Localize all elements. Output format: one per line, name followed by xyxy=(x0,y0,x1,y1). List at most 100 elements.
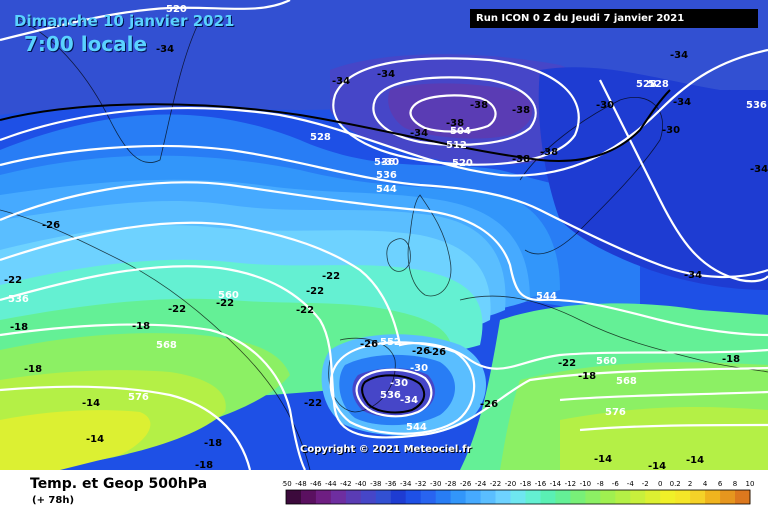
temp-field-east-cold xyxy=(538,67,768,291)
geop-label: 520 xyxy=(166,4,187,15)
legend-swatch xyxy=(330,490,347,504)
isohypse-576 xyxy=(0,385,252,470)
uk-coast xyxy=(407,194,452,297)
temp-label: -22 xyxy=(558,358,576,369)
legend-swatch xyxy=(570,490,586,504)
temp-label: -34 xyxy=(156,44,174,55)
legend-tick-label: -26 xyxy=(460,480,472,488)
legend-tick-label: -42 xyxy=(340,480,351,488)
legend-tick-label: 2 xyxy=(688,480,692,488)
isohypse-568-east xyxy=(559,390,768,402)
geop-label: 568 xyxy=(156,340,177,351)
legend-tick-label: -24 xyxy=(475,480,487,488)
geop-label: 528 xyxy=(310,132,331,143)
isotherm-cutoff xyxy=(361,374,426,414)
isohypse-cutoff-outer xyxy=(329,341,476,435)
temp-label: -38 xyxy=(512,105,530,116)
legend-tick-label: -32 xyxy=(415,480,426,488)
geop-label: 544 xyxy=(536,291,557,302)
temp-label: -38 xyxy=(540,147,558,158)
isohypse-cutoff-inner xyxy=(355,368,433,418)
legend-swatch xyxy=(615,490,631,504)
isohypse-low-ring-inner xyxy=(409,94,497,133)
temp-label: -22 xyxy=(296,305,314,316)
legend-swatch xyxy=(585,490,601,504)
temp-label: -30 xyxy=(381,157,399,168)
temp-label: -34 xyxy=(400,395,418,406)
geop-label: 528 xyxy=(636,79,657,90)
legend-swatch xyxy=(345,490,362,504)
legend-tick-label: -34 xyxy=(400,480,412,488)
legend-tick-label: -16 xyxy=(535,480,547,488)
legend-swatch xyxy=(450,490,467,504)
isohypse-low-ring-mid xyxy=(372,76,537,146)
legend-tick-label: -38 xyxy=(370,480,381,488)
greenland-coast xyxy=(19,19,201,163)
legend-swatch xyxy=(390,490,407,504)
isohypse-544 xyxy=(0,181,768,337)
legend-swatch xyxy=(555,490,571,504)
geop-label: 560 xyxy=(596,356,617,367)
geop-label: 512 xyxy=(446,140,467,151)
legend-tick-label: -6 xyxy=(612,480,620,488)
legend-tick-label: 8 xyxy=(733,480,737,488)
temp-label: -38 xyxy=(512,154,530,165)
temp-label: -34 xyxy=(750,164,768,175)
isohypse-568 xyxy=(0,323,306,470)
forecast-date: Dimanche 10 janvier 2021 xyxy=(14,12,235,30)
legend-tick-label: -14 xyxy=(550,480,562,488)
legend-tick-label: -20 xyxy=(505,480,516,488)
legend-swatches xyxy=(286,490,751,504)
parameter-title: Temp. et Geop 500hPa xyxy=(30,476,208,492)
geopotential-labels: 520 504 512 520 528 528 536 536 544 536 … xyxy=(8,4,767,433)
temp-label: -22 xyxy=(322,271,340,282)
temp-label: -26 xyxy=(42,220,60,231)
geop-label: 552 xyxy=(380,337,401,348)
temp-label: -18 xyxy=(10,322,28,333)
geop-label: 576 xyxy=(605,407,626,418)
geop-label: 528 xyxy=(648,79,669,90)
legend-swatch xyxy=(510,490,526,504)
copyright-notice: Copyright © 2021 Meteociel.fr xyxy=(300,444,472,455)
temp-label: -30 xyxy=(662,125,680,136)
legend-tick-label: -2 xyxy=(642,480,649,488)
legend-swatch xyxy=(540,490,556,504)
coastlines xyxy=(0,19,768,470)
temp-field-south-east-hot xyxy=(560,407,768,470)
legend-swatch xyxy=(690,490,706,504)
legend-swatch xyxy=(315,490,332,504)
legend-swatch xyxy=(630,490,646,504)
reference-isotherms xyxy=(0,89,671,414)
legend-swatch xyxy=(660,490,676,504)
legend-tick-label: -40 xyxy=(355,480,366,488)
legend-tick-label: -10 xyxy=(580,480,591,488)
legend-swatch xyxy=(420,490,437,504)
geop-label: 536 xyxy=(380,390,401,401)
color-scale-legend: -50-48-46-44-42-40-38-36-34-32-30-28-26-… xyxy=(282,480,754,505)
legend-tick-label: -8 xyxy=(597,480,604,488)
legend-tick-label: 6 xyxy=(718,480,723,488)
geop-label: 560 xyxy=(218,290,239,301)
legend-tick-label: -30 xyxy=(430,480,441,488)
isohypse-east-trough xyxy=(599,79,768,283)
legend-swatch xyxy=(375,490,392,504)
temp-field-cold-core-inner xyxy=(388,83,533,139)
temp-label: -26 xyxy=(412,346,430,357)
legend-swatch xyxy=(705,490,721,504)
isohypse-low-ring-outer xyxy=(332,57,580,166)
legend-tick-label: -44 xyxy=(325,480,337,488)
temp-label: -14 xyxy=(594,454,612,465)
temp-label: -14 xyxy=(86,434,104,445)
legend-swatch xyxy=(645,490,661,504)
isohypse-536 xyxy=(0,144,768,279)
geop-label: 536 xyxy=(8,294,29,305)
temp-label: -22 xyxy=(4,275,22,286)
forecast-time: 7:00 locale xyxy=(24,32,148,56)
legend-swatch xyxy=(600,490,616,504)
temp-label: -18 xyxy=(132,321,150,332)
temp-label: -34 xyxy=(410,128,428,139)
temperature-labels: -34 -34 -38 -38 -34 -30 -38 -38 -34 -30 … xyxy=(4,44,768,470)
legend-tick-label: -22 xyxy=(490,480,501,488)
temp-label: -22 xyxy=(216,298,234,309)
isohypse-560 xyxy=(0,265,768,439)
